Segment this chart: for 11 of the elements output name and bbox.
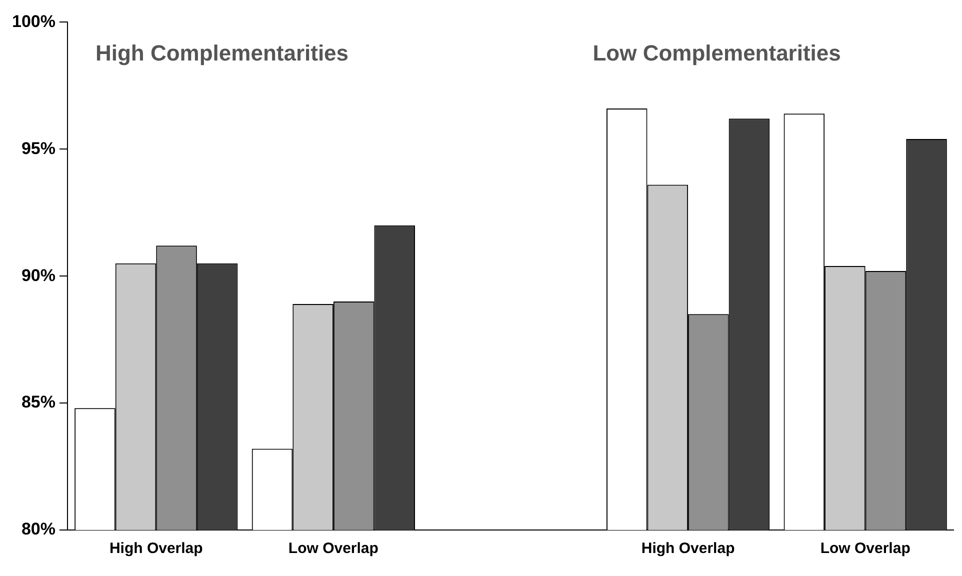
annotation: Low Complementarities (592, 40, 841, 66)
y-tick-label: 100% (12, 12, 56, 31)
x-tick-label: High Overlap (641, 540, 735, 558)
y-tick-label: 85% (21, 392, 56, 412)
y-tick-label: 80% (21, 520, 56, 539)
y-tick-label: 90% (21, 266, 56, 285)
x-tick-label: Low Overlap (820, 540, 910, 558)
annotation: High Complementarities (95, 40, 349, 66)
x-tick-label: High Overlap (109, 540, 203, 558)
x-tick-label: Low Overlap (288, 540, 378, 558)
y-tick-label: 95% (21, 138, 56, 158)
